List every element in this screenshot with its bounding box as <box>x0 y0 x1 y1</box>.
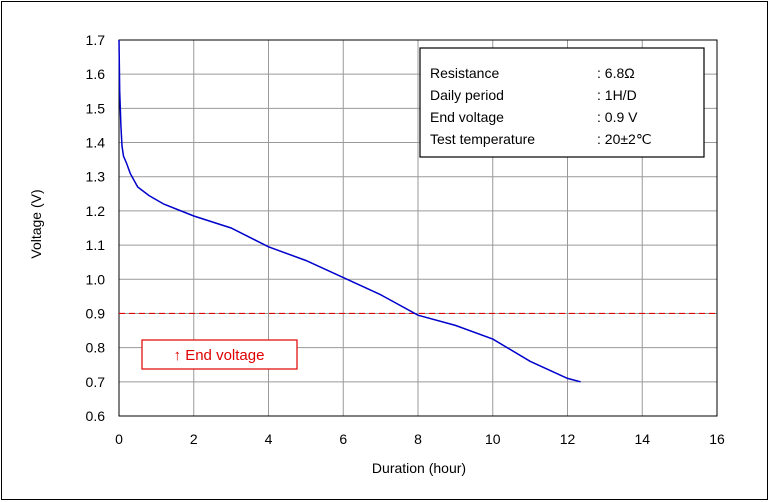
y-tick-label: 1.1 <box>86 237 106 253</box>
info-label-end-voltage: End voltage <box>430 109 504 125</box>
y-tick-label: 1.3 <box>86 169 106 185</box>
y-axis-label: Voltage (V) <box>28 189 44 258</box>
y-tick-label: 1.7 <box>86 32 106 48</box>
x-tick-labels: 0 2 4 6 8 10 12 14 16 <box>115 431 725 447</box>
x-tick-label: 0 <box>115 431 123 447</box>
y-tick-label: 1.4 <box>86 135 106 151</box>
x-axis-label: Duration (hour) <box>372 460 466 476</box>
y-tick-label: 0.9 <box>86 305 106 321</box>
info-value-resistance: : 6.8Ω <box>597 65 635 81</box>
y-tick-label: 1.6 <box>86 66 106 82</box>
x-tick-label: 4 <box>265 431 273 447</box>
info-label-resistance: Resistance <box>430 65 499 81</box>
info-box: Resistance : 6.8Ω Daily period : 1H/D En… <box>419 47 705 158</box>
end-voltage-annotation-box <box>141 339 298 370</box>
end-voltage-annotation-text: ↑ End voltage <box>174 347 265 364</box>
info-box-border <box>419 47 705 158</box>
plot-border <box>118 39 718 417</box>
x-tick-label: 2 <box>190 431 198 447</box>
discharge-curve <box>118 39 581 383</box>
y-tick-label: 0.8 <box>86 340 106 356</box>
info-label-daily-period: Daily period <box>430 87 504 103</box>
x-tick-label: 16 <box>709 431 725 447</box>
x-tick-label: 10 <box>485 431 501 447</box>
x-tick-label: 12 <box>560 431 576 447</box>
series-layer <box>118 39 581 383</box>
info-value-test-temperature: : 20±2℃ <box>597 131 652 147</box>
x-tick-label: 6 <box>339 431 347 447</box>
x-tick-label: 8 <box>414 431 422 447</box>
info-value-end-voltage: : 0.9 V <box>597 109 638 125</box>
y-tick-label: 1.2 <box>86 203 106 219</box>
y-tick-label: 1.5 <box>86 100 106 116</box>
x-tick-label: 14 <box>634 431 650 447</box>
end-voltage-annotation: ↑ End voltage <box>141 339 298 370</box>
y-tick-label: 0.6 <box>86 408 106 424</box>
y-tick-label: 1.0 <box>86 271 106 287</box>
y-tick-label: 0.7 <box>86 374 106 390</box>
info-value-daily-period: : 1H/D <box>597 87 637 103</box>
y-tick-labels: 0.6 0.7 0.8 0.9 1.0 1.1 1.2 1.3 1.4 1.5 1.6 1.7 <box>86 32 106 424</box>
info-label-test-temperature: Test temperature <box>430 131 535 147</box>
